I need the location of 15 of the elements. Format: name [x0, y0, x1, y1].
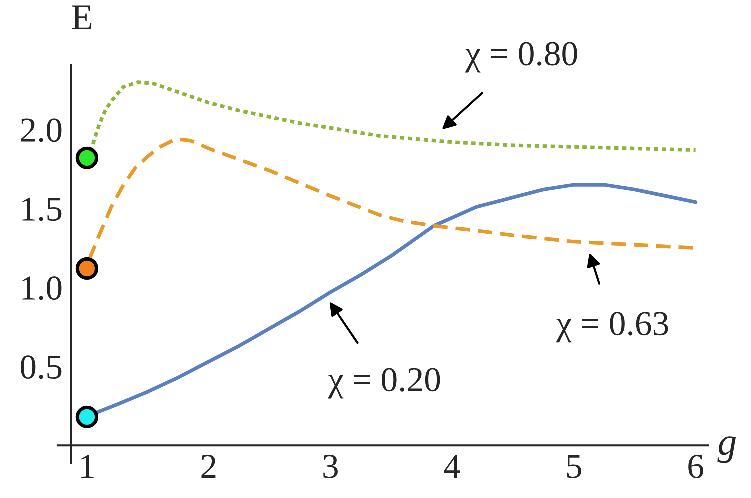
x-tick-label: 4 — [444, 455, 460, 478]
x-tick-label: 1 — [82, 455, 94, 478]
annotation: χ = 0.63 — [556, 312, 668, 343]
x-tick-label: 3 — [324, 455, 338, 478]
x-axis-title: g — [718, 436, 736, 464]
y-tick-label: 0.5 — [20, 356, 62, 380]
annotation: χ = 0.80 — [465, 42, 578, 73]
y-tick-label: 1.0 — [22, 276, 62, 300]
y-tick-label: 2.0 — [21, 118, 62, 142]
annotation: χ = 0.20 — [328, 368, 440, 399]
x-tick-label: 5 — [567, 455, 582, 478]
x-tick-label: 6 — [688, 455, 704, 478]
x-tick-label: 2 — [202, 455, 216, 478]
y-tick-label: 1.5 — [22, 198, 62, 222]
y-axis-title: E — [72, 6, 92, 30]
